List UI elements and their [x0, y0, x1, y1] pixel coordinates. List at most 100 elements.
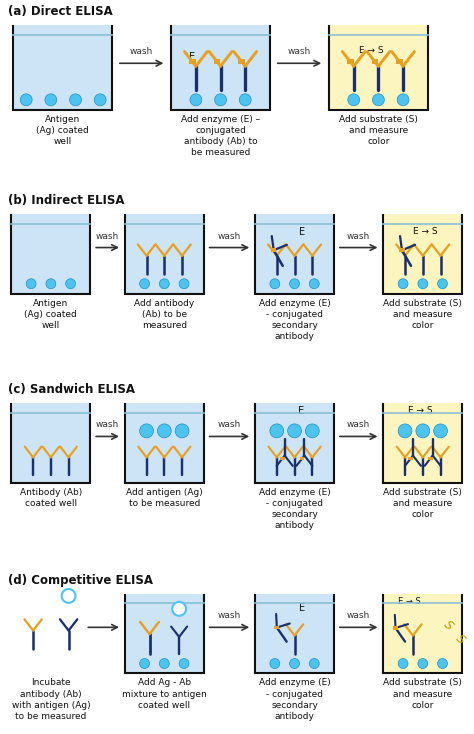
Bar [280, 457, 285, 460]
Bar [125, 594, 204, 674]
Text: Add substrate (S)
and measure
color: Add substrate (S) and measure color [339, 115, 418, 146]
Text: E: E [300, 603, 306, 613]
Circle shape [46, 279, 56, 288]
Circle shape [270, 424, 284, 438]
Circle shape [179, 658, 189, 669]
Text: (b) Indirect ELISA: (b) Indirect ELISA [9, 195, 125, 207]
Text: S: S [452, 631, 467, 646]
Text: E: E [298, 406, 304, 416]
Circle shape [310, 279, 319, 288]
Bar [383, 403, 462, 482]
Circle shape [310, 658, 319, 669]
Text: (d) Competitive ELISA: (d) Competitive ELISA [9, 574, 154, 587]
Text: wash: wash [347, 611, 370, 620]
Circle shape [66, 279, 75, 288]
Text: E: E [189, 52, 195, 62]
Bar [255, 594, 334, 674]
Circle shape [373, 94, 384, 106]
Circle shape [20, 94, 32, 106]
Bar [372, 59, 378, 65]
Bar [255, 214, 334, 294]
Text: Add substrate (S)
and measure
color: Add substrate (S) and measure color [383, 678, 462, 710]
Circle shape [418, 658, 428, 669]
Circle shape [290, 279, 300, 288]
Text: wash: wash [218, 611, 241, 620]
Text: Add antibody
(Ab) to be
measured: Add antibody (Ab) to be measured [134, 299, 194, 330]
Bar [300, 457, 304, 460]
Circle shape [157, 424, 171, 438]
Bar [214, 59, 220, 65]
Bar [171, 25, 270, 110]
Circle shape [434, 424, 447, 438]
Text: Antigen
(Ag) coated
well: Antigen (Ag) coated well [25, 299, 77, 330]
Bar [383, 594, 462, 674]
Text: Antigen
(Ag) coated
well: Antigen (Ag) coated well [36, 115, 89, 146]
Circle shape [172, 602, 186, 616]
Bar [271, 248, 276, 252]
Text: wash: wash [130, 47, 153, 57]
Text: Incubate
antibody (Ab)
with antigen (Ag)
to be measured: Incubate antibody (Ab) with antigen (Ag)… [11, 678, 90, 721]
Circle shape [290, 658, 300, 669]
Text: E → S: E → S [398, 597, 421, 606]
Text: Add enzyme (E)
- conjugated
secondary
antibody: Add enzyme (E) - conjugated secondary an… [259, 487, 330, 530]
Text: Add Ag - Ab
mixture to antigen
coated well: Add Ag - Ab mixture to antigen coated we… [122, 678, 207, 710]
Text: (c) Sandwich ELISA: (c) Sandwich ELISA [9, 383, 136, 396]
Circle shape [270, 658, 280, 669]
Bar [329, 25, 428, 110]
Circle shape [94, 94, 106, 106]
Text: wash: wash [96, 421, 119, 429]
Bar [347, 59, 354, 65]
Circle shape [159, 658, 169, 669]
Text: wash: wash [347, 421, 370, 429]
Circle shape [270, 279, 280, 288]
Text: Add enzyme (E)
- conjugated
secondary
antibody: Add enzyme (E) - conjugated secondary an… [259, 299, 330, 341]
Bar [274, 625, 279, 629]
Circle shape [26, 279, 36, 288]
Text: E → S: E → S [359, 46, 383, 55]
Text: Add enzyme (E) –
conjugated
antibody (Ab) to
be measured: Add enzyme (E) – conjugated antibody (Ab… [181, 115, 260, 157]
Text: S: S [440, 618, 456, 633]
Circle shape [175, 424, 189, 438]
Text: (a) Direct ELISA: (a) Direct ELISA [9, 5, 113, 18]
Circle shape [140, 279, 149, 288]
Text: wash: wash [96, 232, 119, 241]
Text: wash: wash [347, 232, 370, 241]
Bar [408, 457, 413, 460]
Circle shape [398, 279, 408, 288]
Bar [396, 59, 403, 65]
Circle shape [140, 424, 154, 438]
Bar [189, 59, 196, 65]
Circle shape [288, 424, 301, 438]
Circle shape [305, 424, 319, 438]
Text: Antibody (Ab)
coated well: Antibody (Ab) coated well [20, 487, 82, 508]
Circle shape [398, 658, 408, 669]
Circle shape [397, 94, 409, 106]
Bar [125, 214, 204, 294]
Circle shape [159, 279, 169, 288]
Bar [11, 403, 91, 482]
Bar [393, 626, 398, 630]
Circle shape [179, 279, 189, 288]
Circle shape [70, 94, 82, 106]
Text: Add enzyme (E)
- conjugated
secondary
antibody: Add enzyme (E) - conjugated secondary an… [259, 678, 330, 721]
Circle shape [62, 589, 75, 603]
Text: E → S: E → S [408, 407, 433, 415]
Text: E → S: E → S [413, 227, 438, 236]
Circle shape [416, 424, 430, 438]
Bar [11, 214, 91, 294]
Bar [428, 457, 433, 460]
Text: wash: wash [288, 47, 311, 57]
Text: E: E [300, 227, 306, 236]
Circle shape [418, 279, 428, 288]
Bar [238, 59, 245, 65]
Circle shape [140, 658, 149, 669]
Circle shape [215, 94, 227, 106]
Circle shape [438, 279, 447, 288]
Circle shape [438, 658, 447, 669]
Text: Add antigen (Ag)
to be measured: Add antigen (Ag) to be measured [126, 487, 203, 508]
Bar [383, 214, 462, 294]
Bar [400, 248, 404, 252]
Circle shape [190, 94, 202, 106]
Text: wash: wash [218, 232, 241, 241]
Bar [13, 25, 112, 110]
